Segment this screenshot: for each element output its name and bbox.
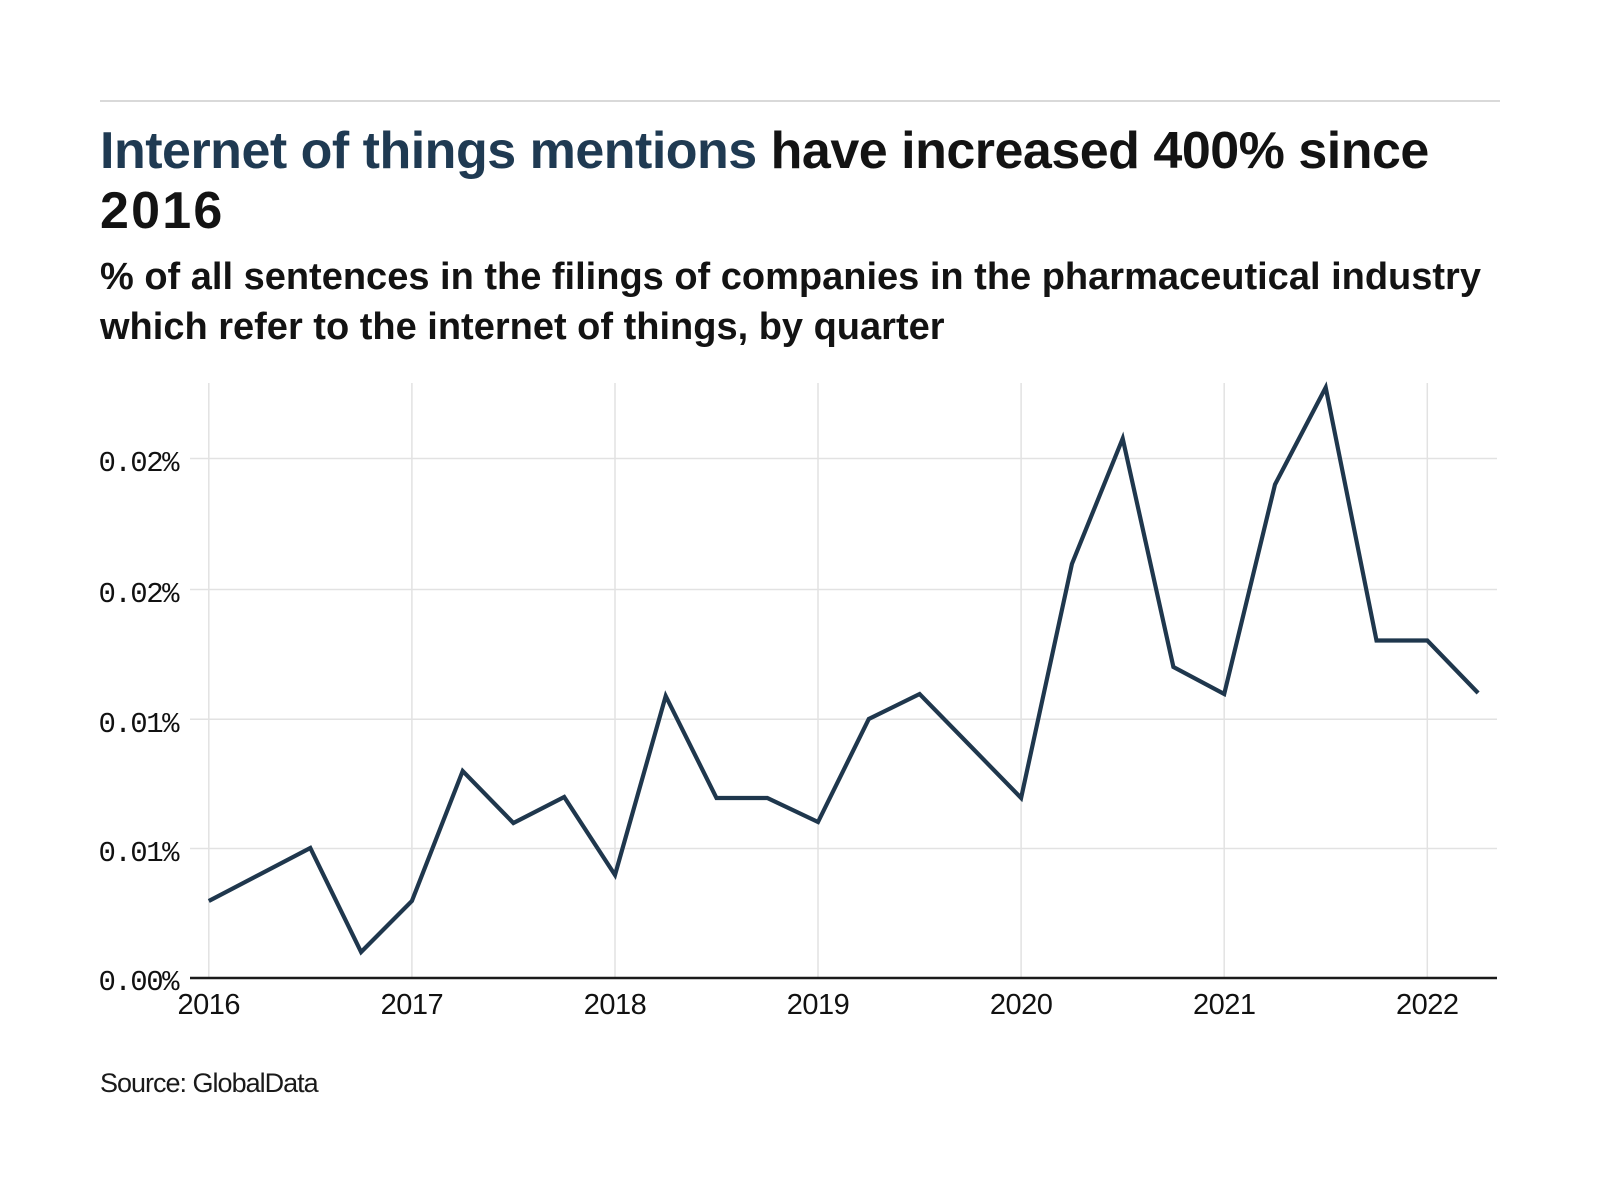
svg-text:2017: 2017 [381, 989, 444, 1021]
svg-text:0.00%: 0.00% [98, 966, 180, 999]
svg-text:2016: 2016 [178, 989, 241, 1021]
svg-text:2020: 2020 [990, 989, 1053, 1021]
svg-text:2021: 2021 [1193, 989, 1256, 1021]
svg-text:2022: 2022 [1396, 989, 1459, 1021]
svg-text:2018: 2018 [584, 989, 647, 1021]
svg-text:0.01%: 0.01% [98, 837, 180, 870]
svg-text:0.02%: 0.02% [98, 447, 180, 480]
svg-text:0.01%: 0.01% [98, 708, 180, 741]
svg-text:0.02%: 0.02% [98, 578, 180, 611]
svg-text:2019: 2019 [787, 989, 850, 1021]
